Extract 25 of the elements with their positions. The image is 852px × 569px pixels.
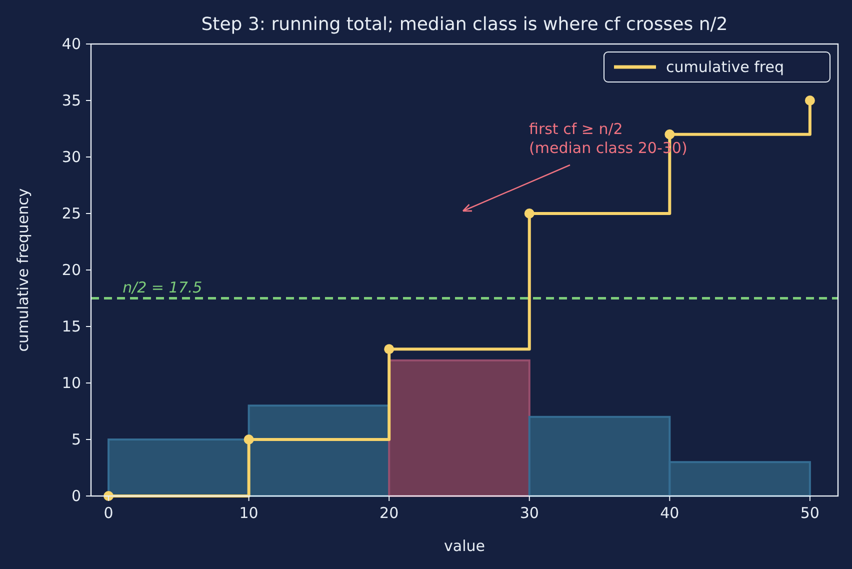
x-tick-label: 0 bbox=[104, 504, 114, 522]
point bbox=[664, 129, 675, 140]
y-axis-title: cumulative frequency bbox=[14, 188, 32, 352]
x-axis-title: value bbox=[444, 537, 485, 555]
y-tick-label: 5 bbox=[71, 430, 81, 448]
y-tick-label: 25 bbox=[62, 204, 81, 222]
x-tick-label: 50 bbox=[800, 504, 820, 522]
y-tick-label: 10 bbox=[62, 374, 81, 392]
y-tick-label: 30 bbox=[62, 148, 81, 166]
y-tick-label: 0 bbox=[71, 487, 81, 505]
x-tick-label: 20 bbox=[380, 504, 399, 522]
y-tick-label: 35 bbox=[62, 92, 81, 110]
y-tick-label: 15 bbox=[62, 318, 81, 336]
ref-line-label: n/2 = 17.5 bbox=[122, 278, 202, 296]
y-tick-label: 20 bbox=[62, 261, 81, 279]
point bbox=[804, 96, 815, 106]
point bbox=[524, 208, 534, 218]
y-tick-label: 40 bbox=[62, 35, 81, 53]
x-tick-label: 10 bbox=[239, 504, 258, 522]
x-tick-label: 40 bbox=[660, 504, 680, 522]
legend-label: cumulative freq bbox=[666, 58, 784, 76]
point bbox=[384, 344, 394, 354]
chart-title: Step 3: running total; median class is where cf crosses n/2 bbox=[201, 14, 728, 35]
x-tick-label: 30 bbox=[520, 504, 539, 522]
point bbox=[244, 434, 254, 444]
